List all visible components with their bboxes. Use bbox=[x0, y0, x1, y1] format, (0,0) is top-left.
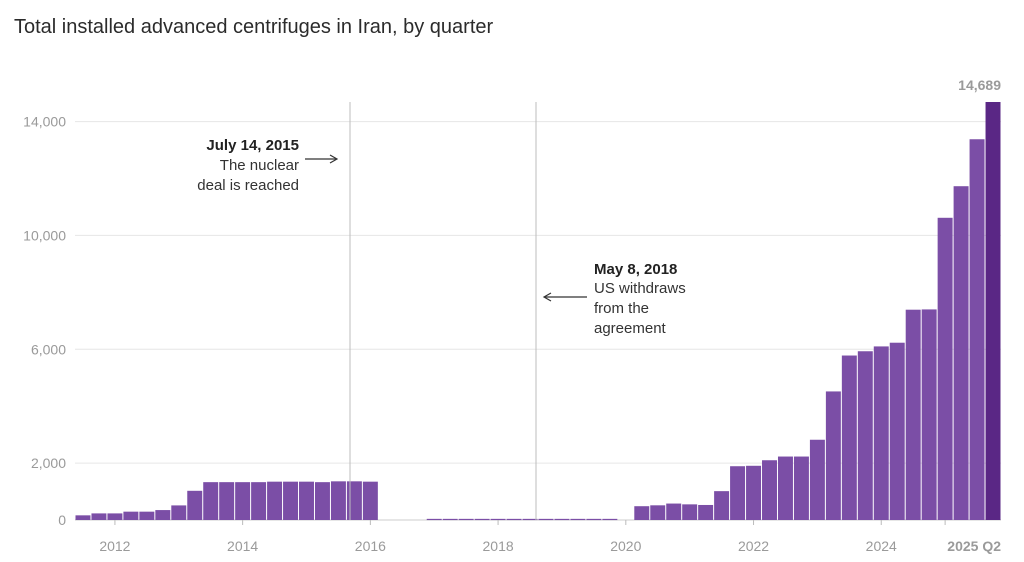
x-tick-label: 2022 bbox=[738, 538, 769, 554]
bar bbox=[314, 482, 330, 520]
y-tick-label: 0 bbox=[58, 512, 66, 528]
bar bbox=[825, 391, 841, 520]
bar bbox=[762, 460, 777, 520]
arrow-left-head bbox=[542, 292, 552, 302]
bar bbox=[921, 309, 937, 520]
bar bbox=[139, 511, 155, 520]
bar bbox=[809, 439, 825, 520]
annotation-text: deal is reached bbox=[197, 177, 299, 194]
bar bbox=[75, 515, 91, 520]
bar bbox=[506, 518, 522, 521]
annotations: July 14, 2015 The nuclear deal is reached M… bbox=[197, 137, 685, 337]
bar bbox=[107, 513, 123, 520]
event-lines bbox=[349, 102, 537, 520]
bar bbox=[969, 139, 985, 521]
y-axis-ticks: 0 2,000 6,000 10,000 14,000 bbox=[23, 114, 66, 528]
bar bbox=[602, 518, 618, 521]
bar bbox=[490, 518, 506, 521]
x-tick-label: 2014 bbox=[227, 538, 258, 554]
y-tick-label: 6,000 bbox=[31, 341, 66, 357]
bar bbox=[283, 481, 299, 520]
bar bbox=[91, 513, 107, 520]
bar bbox=[235, 482, 251, 520]
bar bbox=[905, 309, 921, 520]
bar bbox=[746, 465, 762, 520]
bar bbox=[682, 504, 698, 520]
bar bbox=[123, 511, 139, 520]
bar bbox=[889, 342, 905, 520]
bar bbox=[666, 503, 682, 520]
bar bbox=[203, 482, 219, 520]
arrow-right-head bbox=[329, 154, 339, 164]
bar bbox=[171, 505, 187, 520]
bar bbox=[538, 518, 554, 521]
annotation-date: May 8, 2018 bbox=[594, 261, 677, 278]
bar bbox=[426, 518, 442, 521]
chart-title: Total installed advanced centrifuges in … bbox=[14, 16, 494, 38]
bar bbox=[570, 518, 586, 521]
y-tick-label: 10,000 bbox=[23, 227, 66, 243]
y-tick-label: 2,000 bbox=[31, 455, 66, 471]
x-tick-label: 2018 bbox=[483, 538, 514, 554]
bar bbox=[362, 481, 378, 520]
bar bbox=[187, 490, 203, 520]
bars bbox=[75, 102, 1001, 521]
x-axis-ticks: 2012 2014 2016 2018 2020 2022 2024 2025 Q2 bbox=[99, 520, 1001, 554]
x-tick-label: 2024 bbox=[866, 538, 897, 554]
bar bbox=[522, 518, 538, 521]
bar bbox=[554, 518, 570, 521]
bar bbox=[953, 186, 969, 520]
bar bbox=[714, 491, 730, 520]
annotation-text: US withdraws bbox=[594, 280, 686, 297]
annotation-text: from the bbox=[594, 300, 649, 317]
annotation-text: agreement bbox=[594, 320, 667, 337]
bar bbox=[777, 456, 793, 520]
x-tick-label: 2016 bbox=[355, 538, 386, 554]
annotation-text: The nuclear bbox=[220, 157, 299, 174]
bar bbox=[299, 481, 314, 520]
final-value-label: 14,689 bbox=[958, 77, 1001, 93]
bar bbox=[219, 482, 235, 520]
bar bbox=[474, 518, 490, 521]
bar bbox=[634, 506, 650, 520]
bar bbox=[346, 481, 362, 520]
bar bbox=[857, 351, 873, 520]
bar bbox=[698, 504, 714, 520]
x-tick-label: 2020 bbox=[610, 538, 641, 554]
bar bbox=[841, 355, 857, 520]
bar bbox=[730, 466, 746, 520]
bar bbox=[793, 456, 809, 520]
bar bbox=[937, 217, 953, 521]
bar bbox=[267, 481, 283, 520]
bar bbox=[586, 518, 602, 521]
bar bbox=[873, 346, 889, 520]
bar bbox=[650, 505, 666, 520]
bar bbox=[155, 510, 171, 520]
x-tick-label: 2012 bbox=[99, 538, 130, 554]
annotation-date: July 14, 2015 bbox=[206, 137, 299, 154]
bar-latest bbox=[985, 102, 1001, 520]
bar bbox=[330, 481, 346, 520]
x-tick-label-final: 2025 Q2 bbox=[947, 538, 1001, 554]
bar bbox=[442, 518, 458, 521]
bar bbox=[251, 482, 267, 520]
bar bbox=[458, 518, 474, 521]
y-tick-label: 14,000 bbox=[23, 114, 66, 130]
